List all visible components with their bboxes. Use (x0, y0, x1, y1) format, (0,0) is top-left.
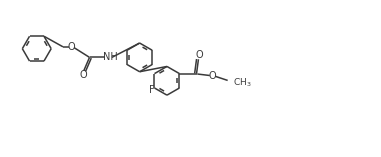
Text: F: F (149, 85, 154, 95)
Text: O: O (80, 70, 87, 80)
Text: NH: NH (102, 52, 117, 62)
Text: CH$_3$: CH$_3$ (233, 76, 251, 89)
Text: O: O (209, 70, 216, 81)
Text: O: O (195, 50, 203, 60)
Text: O: O (67, 42, 75, 52)
